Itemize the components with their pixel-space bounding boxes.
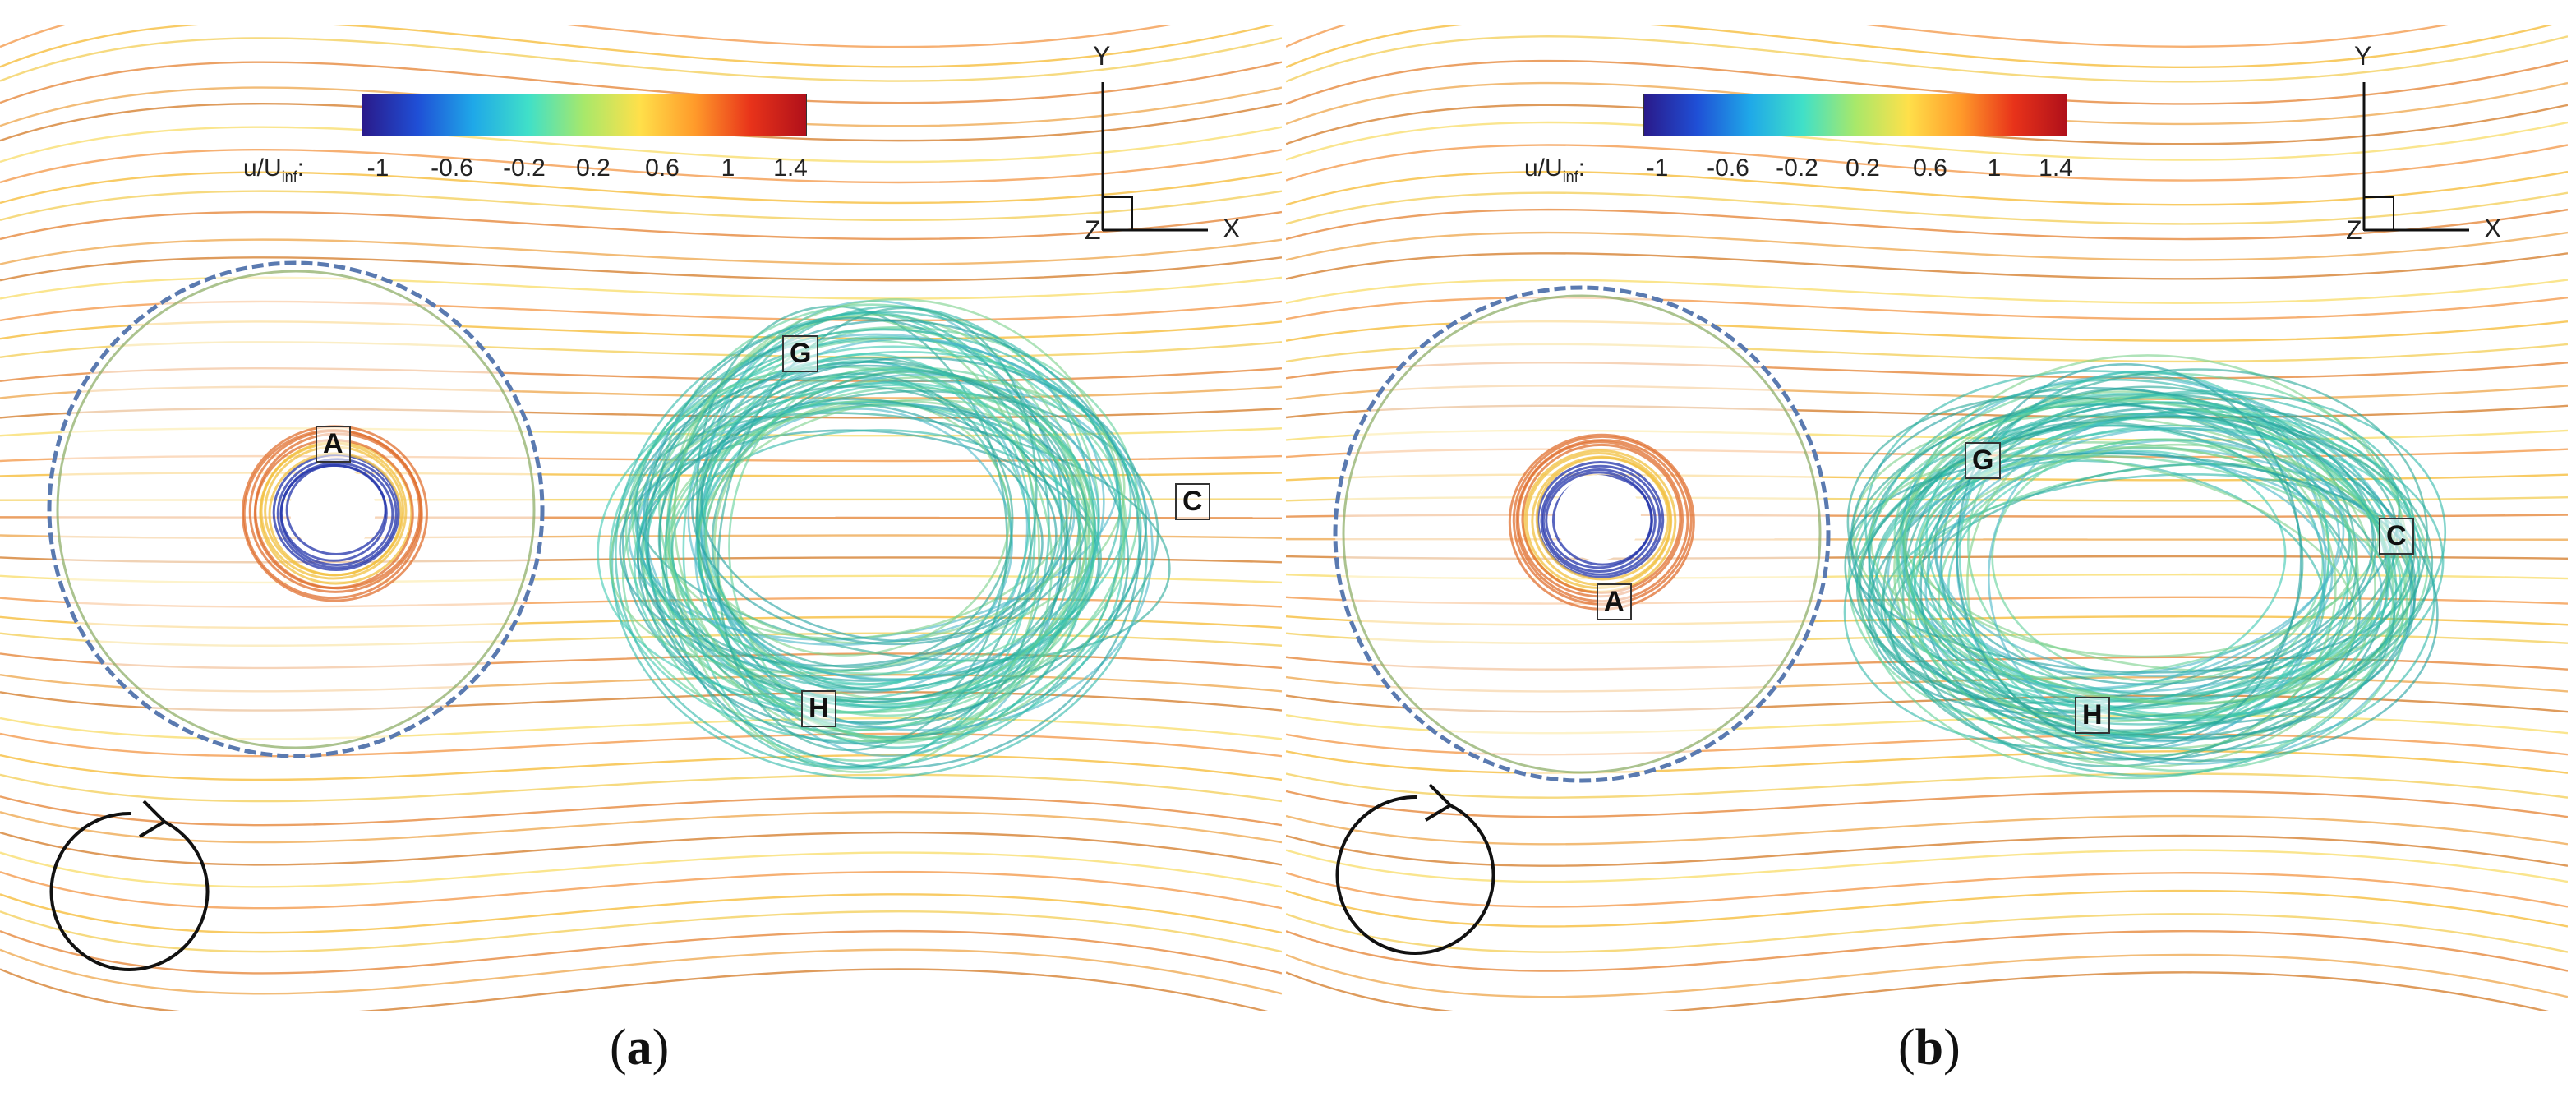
colorbar-tick: 0.2 [576, 154, 611, 182]
colorbar-tick: -1 [1646, 154, 1669, 182]
colorbar-a: u/Uinf: -1 -0.6 -0.2 0.2 0.6 1 1.4 [0, 25, 1282, 189]
axis-label-y: Y [1093, 41, 1111, 71]
vortex-label-g: G [782, 335, 819, 373]
colorbar-label: u/Uinf: [1524, 154, 1586, 185]
axis-label-z: Z [1085, 215, 1101, 245]
colorbar-tick: 1 [721, 154, 735, 182]
colorbar-tick: -0.6 [431, 154, 473, 182]
vortex-label-h: H [2075, 697, 2110, 735]
colorbar-b: u/Uinf: -1 -0.6 -0.2 0.2 0.6 1 1.4 [1286, 25, 2568, 189]
vortex-label-c: C [1175, 483, 1210, 521]
vortex-label-g: G [1965, 442, 2002, 480]
vortex-label-a: A [316, 426, 351, 463]
colorbar-tick: 0.2 [1846, 154, 1880, 182]
colorbar-tick: -0.6 [1707, 154, 1749, 182]
colorbar-tick: 1 [1987, 154, 2002, 182]
counterclockwise-rotation-arrow-icon [49, 800, 210, 971]
colorbar-tick: 0.6 [645, 154, 680, 182]
colorbar-gradient [362, 94, 807, 136]
colorbar-tick: 1.4 [773, 154, 808, 182]
streamline-plot-a [0, 25, 1282, 1011]
panel-a: u/Uinf: -1 -0.6 -0.2 0.2 0.6 1 1.4 Y X Z… [0, 25, 1282, 1011]
vortex-label-c: C [2379, 518, 2414, 555]
panel-caption-a: (a) [610, 1020, 670, 1076]
panel-caption-b: (b) [1898, 1020, 1961, 1076]
colorbar-tick: -0.2 [1776, 154, 1818, 182]
colorbar-tick: -1 [366, 154, 389, 182]
panel-b: u/Uinf: -1 -0.6 -0.2 0.2 0.6 1 1.4 Y X Z… [1286, 25, 2568, 1011]
colorbar-gradient [1643, 94, 2067, 136]
colorbar-label: u/Uinf: [243, 154, 305, 185]
axis-label-x: X [2484, 214, 2502, 243]
coordinate-axes-icon [2362, 82, 2469, 232]
counterclockwise-rotation-arrow-icon [1335, 783, 1495, 955]
vortex-label-h: H [801, 690, 836, 728]
colorbar-tick: -0.2 [503, 154, 546, 182]
vortex-label-a: A [1597, 583, 1632, 621]
axis-label-y: Y [2354, 41, 2372, 71]
colorbar-tick: 1.4 [2039, 154, 2073, 182]
colorbar-tick: 0.6 [1913, 154, 1947, 182]
coordinate-axes-icon [1101, 82, 1208, 232]
axis-label-z: Z [2346, 215, 2362, 245]
axis-label-x: X [1223, 214, 1241, 243]
